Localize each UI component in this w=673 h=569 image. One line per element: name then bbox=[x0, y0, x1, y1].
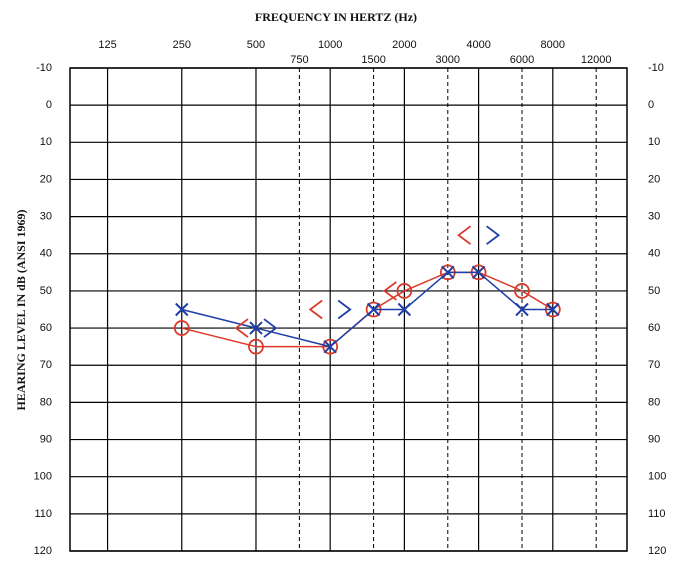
y-tick-label-right: 100 bbox=[648, 471, 666, 483]
y-tick-label-right: 90 bbox=[648, 433, 660, 445]
y-tick-label: 10 bbox=[40, 136, 52, 148]
air-marker bbox=[514, 283, 530, 299]
air-marker bbox=[546, 302, 560, 317]
bone-marker bbox=[337, 299, 352, 320]
y-tick-label-right: 60 bbox=[648, 322, 660, 334]
y-tick-label: 50 bbox=[40, 285, 52, 297]
x-tick-label: 2000 bbox=[392, 39, 416, 51]
y-tick-label: 100 bbox=[34, 471, 52, 483]
air-marker bbox=[175, 302, 189, 317]
y-tick-label: 20 bbox=[40, 173, 52, 185]
bone-marker bbox=[486, 225, 501, 245]
bone-marker bbox=[234, 318, 249, 338]
y-tick-label: 70 bbox=[40, 359, 52, 371]
y-tick-label-right: -10 bbox=[648, 62, 664, 74]
x-tick-label: 125 bbox=[98, 39, 116, 51]
y-tick-label-right: 50 bbox=[648, 285, 660, 297]
y-tick-label: 60 bbox=[40, 322, 52, 334]
air-marker bbox=[366, 302, 381, 317]
air-marker bbox=[396, 283, 413, 299]
bone-marker bbox=[263, 318, 278, 338]
y-tick-label-right: 30 bbox=[648, 211, 660, 223]
y-tick-label: 0 bbox=[46, 99, 52, 111]
y-tick-label: 120 bbox=[34, 545, 52, 557]
bone-marker bbox=[382, 281, 397, 301]
x-tick-label: 500 bbox=[247, 39, 265, 51]
y-tick-label-right: 0 bbox=[648, 99, 654, 111]
x-tick-label: 1000 bbox=[318, 39, 342, 51]
x-minor-tick-label: 1500 bbox=[361, 54, 385, 66]
y-tick-label-right: 20 bbox=[648, 173, 660, 185]
air-marker bbox=[441, 265, 455, 280]
x-minor-tick-label: 750 bbox=[290, 54, 308, 66]
air-marker bbox=[397, 302, 412, 317]
x-tick-label: 250 bbox=[173, 39, 191, 51]
x-minor-tick-label: 3000 bbox=[436, 54, 460, 66]
air-marker bbox=[173, 320, 190, 336]
air-marker bbox=[248, 338, 264, 355]
air-marker bbox=[323, 339, 337, 354]
x-minor-tick-label: 12000 bbox=[581, 54, 612, 66]
air-marker bbox=[249, 321, 263, 335]
y-tick-label: 30 bbox=[40, 211, 52, 223]
y-tick-label: 80 bbox=[40, 396, 52, 408]
y-tick-label-right: 40 bbox=[648, 248, 660, 260]
y-tick-label-right: 10 bbox=[648, 136, 660, 148]
chart-title: FREQUENCY IN HERTZ (Hz) bbox=[255, 10, 417, 24]
x-minor-tick-label: 6000 bbox=[510, 54, 534, 66]
x-tick-label: 8000 bbox=[541, 39, 565, 51]
bone-marker bbox=[308, 299, 323, 320]
y-tick-label: 90 bbox=[40, 433, 52, 445]
y-tick-label-right: 110 bbox=[648, 508, 666, 520]
air-marker bbox=[322, 338, 339, 355]
air-marker bbox=[471, 265, 486, 280]
series-line bbox=[181, 271, 554, 348]
y-tick-label-right: 70 bbox=[648, 359, 660, 371]
air-marker bbox=[515, 302, 529, 317]
y-tick-label: 110 bbox=[34, 508, 52, 520]
y-tick-label-right: 80 bbox=[648, 396, 660, 408]
y-axis-label: HEARING LEVEL IN dB (ANSI 1969) bbox=[14, 209, 28, 410]
y-tick-label-right: 120 bbox=[648, 545, 666, 557]
x-tick-label: 4000 bbox=[466, 39, 490, 51]
y-tick-label: -10 bbox=[36, 62, 52, 74]
y-tick-label: 40 bbox=[40, 248, 52, 260]
bone-marker bbox=[457, 225, 472, 245]
